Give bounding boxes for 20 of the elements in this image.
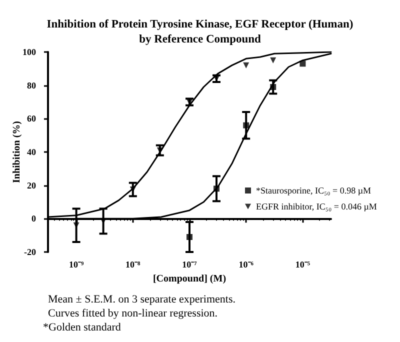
text: Curves fitted by non-linear regression.	[48, 308, 218, 320]
x-tick-label: 10⁻⁵	[295, 260, 310, 270]
x-tick-label: 10⁻⁷	[182, 260, 198, 270]
x-tick-label: 10⁻⁸	[126, 260, 141, 270]
legend-label: *Staurosporine, IC₅₀ = 0.98 µM	[256, 186, 372, 196]
chart-title: Inhibition of Protein Tyrosine Kinase, EGF Receptor (Human) by Reference Compound	[46, 18, 354, 46]
y-axis-title: Inhibition (%)	[12, 121, 22, 183]
text: Mean ± S.E.M. on 3 separate experiments.	[48, 294, 236, 306]
x-tick-label: 10⁻⁶	[238, 260, 254, 270]
y-tick-label: 100	[22, 47, 36, 57]
y-tick-label: 0	[32, 214, 36, 224]
legend-label: EGFR inhibitor, IC₅₀ = 0.046 µM	[256, 202, 377, 212]
x-tick-label: 10⁻⁹	[68, 260, 84, 270]
y-tick-label: -20	[24, 247, 36, 257]
y-tick-label: 80	[27, 80, 36, 90]
text: *Golden standard	[43, 322, 122, 334]
y-tick-label: 20	[27, 180, 36, 190]
x-axis-title: [Compound] (M)	[152, 273, 226, 284]
y-tick-label: 60	[27, 114, 36, 124]
y-tick-label: 40	[27, 147, 36, 157]
